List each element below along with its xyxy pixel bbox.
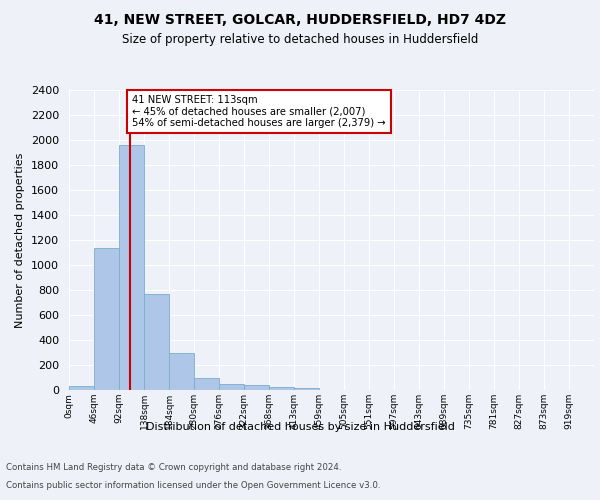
- Bar: [69, 386, 94, 390]
- Text: Contains HM Land Registry data © Crown copyright and database right 2024.: Contains HM Land Registry data © Crown c…: [6, 464, 341, 472]
- Text: Distribution of detached houses by size in Huddersfield: Distribution of detached houses by size …: [146, 422, 454, 432]
- Bar: [244, 385, 269, 390]
- Text: Size of property relative to detached houses in Huddersfield: Size of property relative to detached ho…: [122, 32, 478, 46]
- Y-axis label: Number of detached properties: Number of detached properties: [16, 152, 25, 328]
- Bar: [219, 384, 244, 390]
- Bar: [269, 386, 294, 390]
- Bar: [194, 378, 219, 390]
- Bar: [119, 145, 144, 390]
- Bar: [94, 248, 119, 390]
- Text: Contains public sector information licensed under the Open Government Licence v3: Contains public sector information licen…: [6, 481, 380, 490]
- Text: 41 NEW STREET: 113sqm
← 45% of detached houses are smaller (2,007)
54% of semi-d: 41 NEW STREET: 113sqm ← 45% of detached …: [132, 95, 386, 128]
- Text: 41, NEW STREET, GOLCAR, HUDDERSFIELD, HD7 4DZ: 41, NEW STREET, GOLCAR, HUDDERSFIELD, HD…: [94, 12, 506, 26]
- Bar: [294, 388, 319, 390]
- Bar: [144, 294, 169, 390]
- Bar: [169, 352, 194, 390]
